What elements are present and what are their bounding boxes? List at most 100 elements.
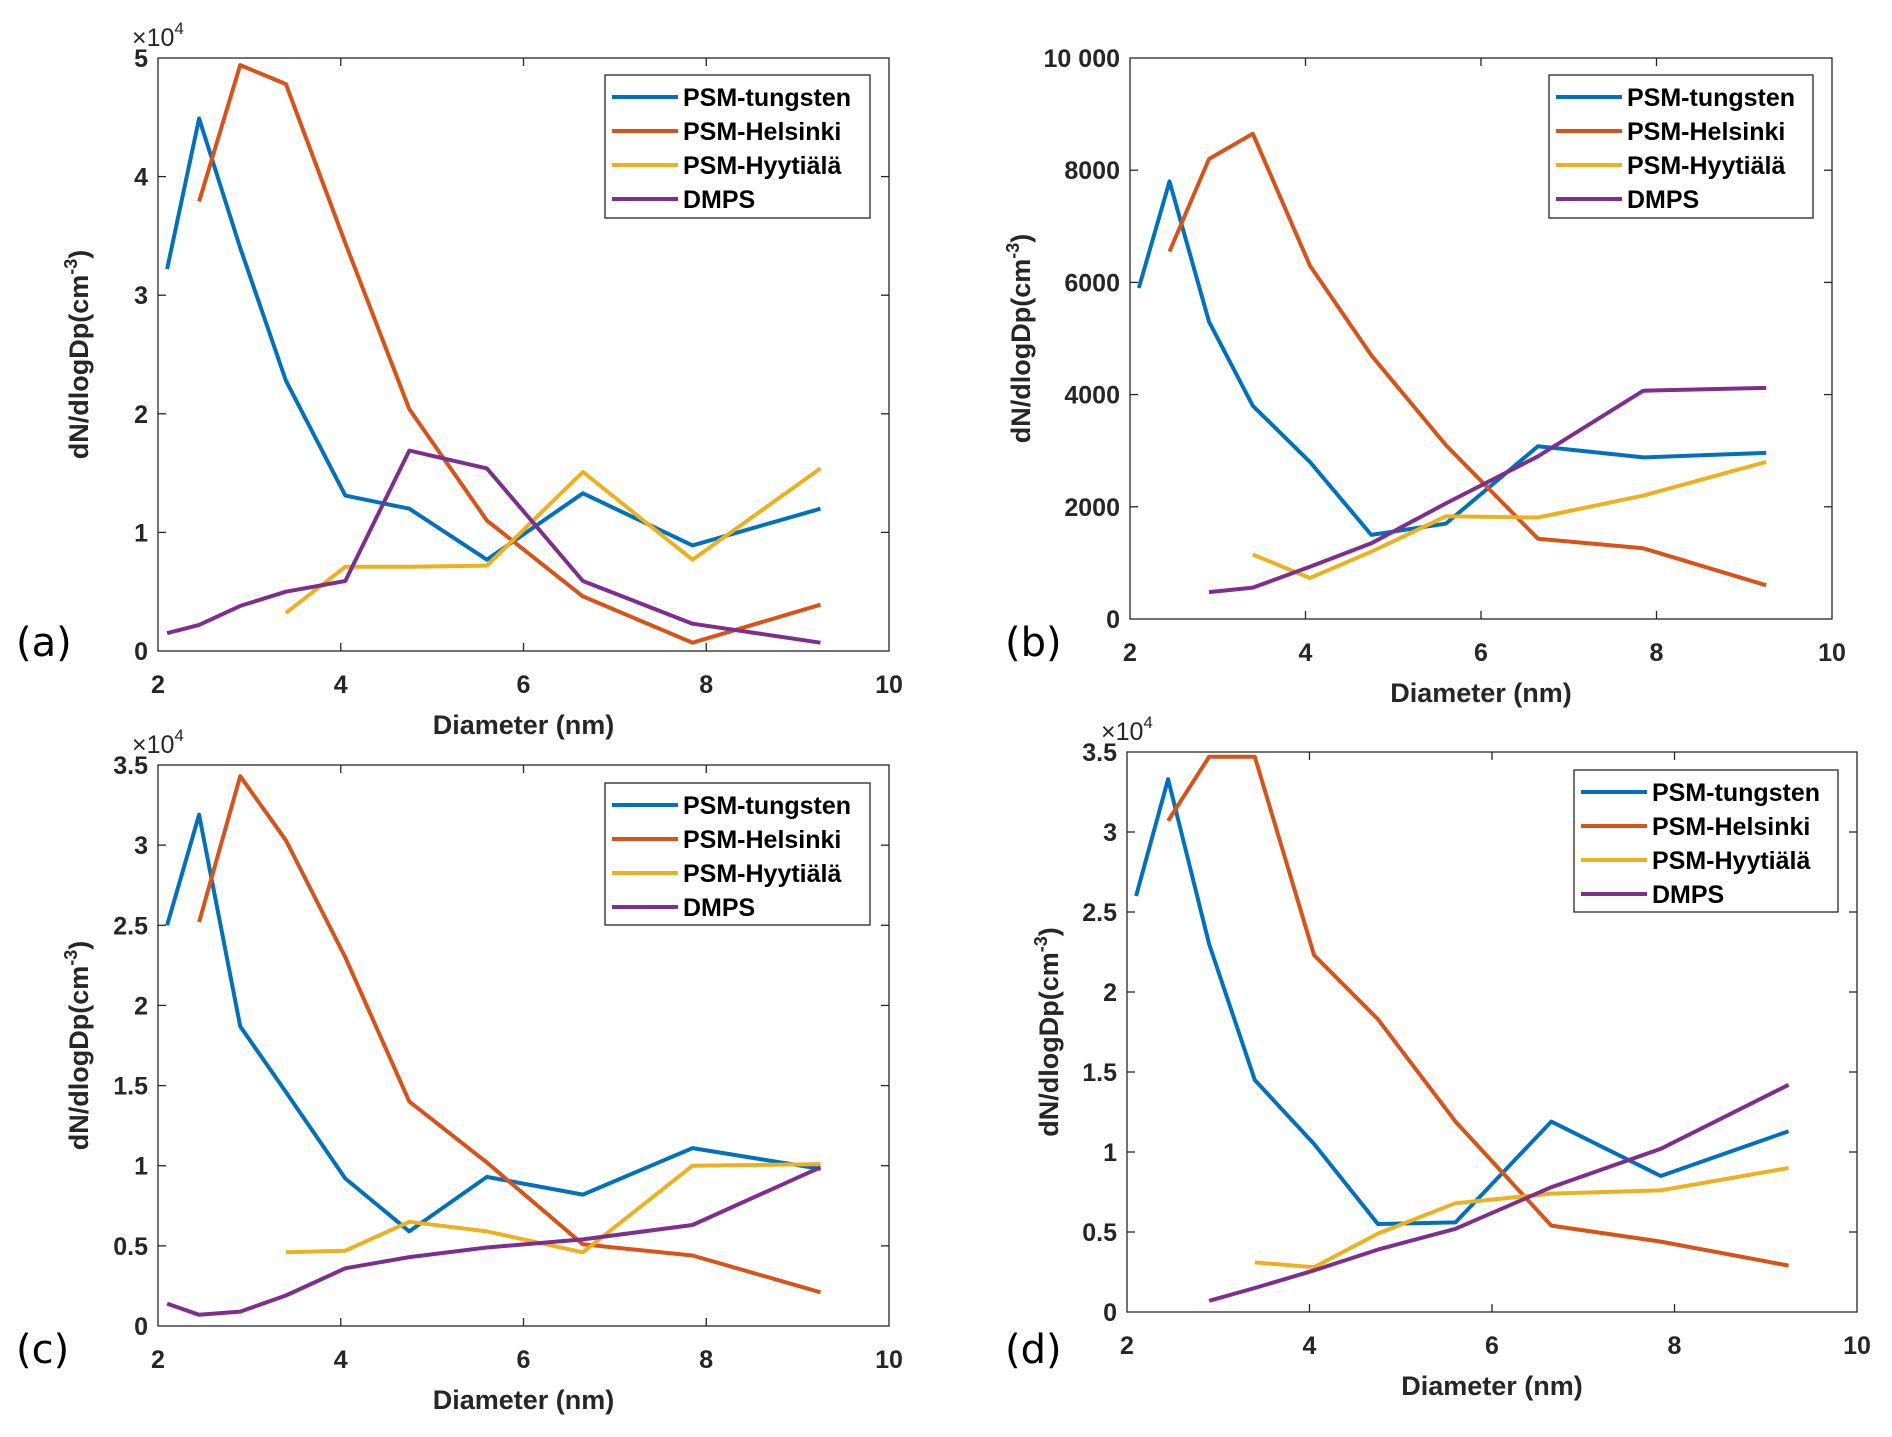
legend: PSM-tungsten PSM-Helsinki PSM-Hyytiälä DMPS — [1548, 74, 1814, 219]
series-group — [1136, 131, 1767, 595]
y-tick-label: 3 — [134, 282, 148, 310]
y-tick-label: 0 — [1103, 1299, 1117, 1327]
y-tick-label: 3.5 — [1082, 739, 1117, 767]
x-tick-label: 10 — [1843, 1332, 1871, 1360]
series-line-dmps — [1208, 1083, 1790, 1303]
y-tick-label: 1.5 — [1082, 1059, 1117, 1087]
legend-entry: PSM-Helsinki — [683, 826, 841, 854]
y-multiplier-label: ×104 — [1101, 713, 1153, 746]
y-tick-label: 2.5 — [113, 912, 148, 940]
panel-c: 2 4 6 8 10 0 0.5 1 1.5 2 2.5 3 3.5×104 Diameter (nm) d… — [16, 726, 903, 1415]
panel-label: (c) — [16, 1327, 69, 1373]
y-tick-label: 5 — [134, 45, 148, 73]
y-tick-label: 3.5 — [113, 752, 148, 780]
series-line-psm-tungsten — [1136, 179, 1767, 537]
x-tick-label: 10 — [1818, 639, 1846, 667]
x-tick-label: 10 — [875, 1346, 903, 1374]
y-tick-label: 3 — [134, 832, 148, 860]
series-line-dmps — [166, 448, 821, 645]
y-axis-title: dN/dlogDp(cm-3) — [1003, 234, 1036, 444]
x-axis-title: Diameter (nm) — [1401, 1371, 1583, 1401]
legend-entry: PSM-tungsten — [1627, 84, 1795, 112]
series-line-dmps — [1208, 385, 1767, 595]
panel-d: 2 4 6 8 10 0 0.5 1 1.5 2 2.5 3 3.5×104 Diameter (nm) d… — [1005, 713, 1871, 1401]
y-tick-label: 4000 — [1064, 382, 1120, 410]
y-tick-label: 0 — [134, 1313, 148, 1341]
series-line-psm-tungsten — [165, 116, 822, 562]
y-tick-label: 4 — [134, 164, 148, 192]
y-axis-title: dN/dlogDp(cm-3) — [61, 941, 94, 1151]
y-tick-label: 2 — [1103, 979, 1117, 1007]
legend-entry: PSM-Hyytiälä — [1627, 152, 1785, 180]
legend-entry: DMPS — [1652, 881, 1724, 909]
y-tick-label: 2 — [134, 992, 148, 1020]
panel-b: 2 4 6 8 10 0 2000 4000 6000 8000 10 000 Diameter (n… — [1003, 45, 1846, 708]
legend-entry: DMPS — [683, 186, 755, 214]
series-line-dmps — [166, 1165, 822, 1317]
y-tick-label: 0 — [1106, 606, 1120, 634]
series-line-psm-hyyti-l- — [1254, 1166, 1789, 1270]
x-axis-title: Diameter (nm) — [433, 710, 615, 740]
x-tick-label: 10 — [875, 671, 903, 699]
x-axis-title: Diameter (nm) — [1390, 678, 1572, 708]
y-tick-label: 10 000 — [1044, 45, 1120, 73]
panel-label: (b) — [1005, 620, 1062, 666]
legend-entry: PSM-Hyytiälä — [683, 152, 841, 180]
y-tick-label: 0.5 — [113, 1233, 148, 1261]
x-tick-label: 6 — [1474, 639, 1488, 667]
x-tick-label: 6 — [517, 1346, 531, 1374]
legend-entry: PSM-tungsten — [1652, 779, 1820, 807]
y-tick-label: 8000 — [1064, 157, 1120, 185]
series-group — [165, 774, 822, 1317]
y-tick-label: 0 — [134, 638, 148, 666]
legend-entry: PSM-Helsinki — [1652, 813, 1810, 841]
y-axis-title: dN/dlogDp(cm-3) — [1031, 927, 1064, 1137]
series-line-psm-helsinki — [197, 63, 822, 645]
x-tick-label: 2 — [151, 1346, 165, 1374]
panel-a: 2 4 6 8 10 0 1 2 3 4 5×104 Diameter (nm) dN/dlogDp(c… — [16, 19, 903, 740]
legend-entry: PSM-Helsinki — [1627, 118, 1785, 146]
panel-label: (a) — [16, 620, 72, 666]
x-tick-label: 8 — [1650, 639, 1664, 667]
legend-entry: PSM-Helsinki — [683, 118, 841, 146]
x-axis-title: Diameter (nm) — [433, 1385, 615, 1415]
series-group — [1134, 754, 1790, 1303]
legend-entry: PSM-tungsten — [683, 792, 851, 820]
series-line-psm-tungsten — [165, 812, 821, 1234]
y-tick-label: 3 — [1103, 819, 1117, 847]
y-tick-label: 1.5 — [113, 1073, 148, 1101]
x-tick-label: 6 — [1485, 1332, 1499, 1360]
y-axis-title: dN/dlogDp(cm-3) — [61, 250, 94, 460]
y-tick-label: 6000 — [1064, 269, 1120, 297]
series-line-psm-hyyti-l- — [284, 466, 822, 615]
legend: PSM-tungsten PSM-Helsinki PSM-Hyytiälä DMPS — [604, 74, 871, 219]
series-line-psm-helsinki — [1166, 754, 1789, 1268]
x-tick-label: 2 — [1123, 639, 1137, 667]
y-multiplier-label: ×104 — [132, 726, 184, 759]
series-line-psm-helsinki — [1167, 131, 1767, 588]
legend-entry: DMPS — [1627, 186, 1699, 214]
legend-entry: DMPS — [683, 894, 755, 922]
legend: PSM-tungsten PSM-Helsinki PSM-Hyytiälä DMPS — [1573, 769, 1839, 913]
x-tick-label: 8 — [699, 1346, 713, 1374]
y-tick-label: 1 — [134, 519, 148, 547]
series-group — [165, 63, 822, 645]
y-tick-label: 0.5 — [1082, 1219, 1117, 1247]
x-tick-label: 4 — [1303, 1332, 1317, 1360]
series-line-psm-helsinki — [197, 774, 822, 1295]
series-line-psm-hyyti-l- — [1252, 459, 1767, 580]
series-line-psm-hyyti-l- — [285, 1162, 821, 1255]
series-line-psm-tungsten — [1134, 777, 1790, 1226]
y-multiplier-label: ×104 — [132, 19, 184, 52]
legend: PSM-tungsten PSM-Helsinki PSM-Hyytiälä DMPS — [604, 782, 871, 926]
x-tick-label: 4 — [334, 671, 348, 699]
y-tick-label: 1 — [134, 1153, 148, 1181]
y-tick-label: 2 — [134, 401, 148, 429]
x-tick-label: 8 — [699, 671, 713, 699]
legend-entry: PSM-Hyytiälä — [683, 860, 841, 888]
x-tick-label: 8 — [1668, 1332, 1682, 1360]
x-tick-label: 4 — [334, 1346, 348, 1374]
y-tick-label: 2000 — [1064, 494, 1120, 522]
x-tick-label: 2 — [151, 671, 165, 699]
